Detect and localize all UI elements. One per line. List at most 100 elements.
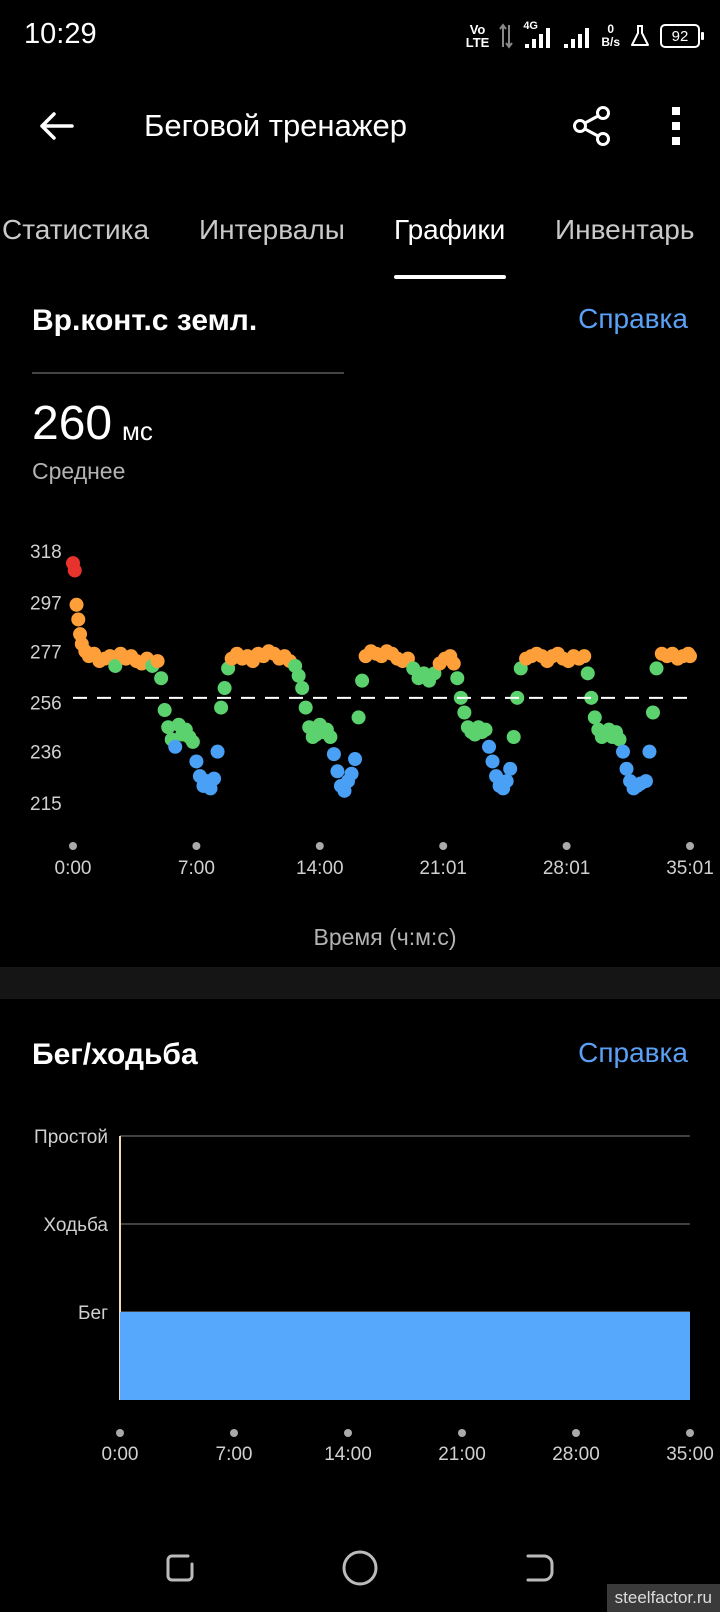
gct-x-tick-dot — [562, 842, 571, 850]
gct-data-point — [351, 710, 366, 725]
battery-icon: 92 — [660, 24, 704, 48]
back-button[interactable] — [30, 100, 82, 152]
gct-data-point — [344, 766, 359, 781]
recents-icon — [166, 1554, 194, 1582]
gct-section-title: Вр.конт.с земл. — [32, 304, 258, 337]
divider — [32, 372, 344, 374]
gct-data-point — [217, 681, 232, 696]
nav-home-button[interactable] — [332, 1546, 388, 1590]
gct-y-tick-label: 256 — [30, 694, 62, 715]
rw-x-tick-dot — [230, 1429, 238, 1437]
gct-data-point — [154, 671, 169, 686]
flask-icon — [631, 25, 649, 46]
gct-data-point — [168, 739, 183, 754]
run-walk-chart: Простой Ходьба Бег 0:00 7:00 14:00 21:00 28:00 3… — [34, 1127, 714, 1465]
page-title: Беговой тренажер — [144, 108, 408, 143]
gct-data-point — [638, 774, 653, 789]
gct-data-point — [326, 747, 341, 762]
gct-data-point — [69, 597, 84, 612]
rw-x-tick-label: 0:00 — [102, 1444, 139, 1465]
rw-section-title: Бег/ходьба — [32, 1038, 198, 1071]
gct-x-tick-dot — [192, 842, 201, 850]
gct-data-point — [642, 744, 657, 759]
rw-x-tick-dot — [686, 1429, 694, 1437]
rw-x-tick-dot — [116, 1429, 124, 1437]
arrow-left-icon — [40, 112, 74, 140]
nav-recents-button[interactable] — [152, 1546, 208, 1590]
tab-intervals[interactable]: Интервалы — [199, 214, 345, 245]
rw-x-tick-label: 35:00 — [666, 1444, 714, 1465]
gct-x-tick-dot — [439, 842, 448, 850]
rw-x-tick-label: 14:00 — [324, 1444, 372, 1465]
gct-data-point — [649, 661, 664, 676]
nav-back-icon — [526, 1554, 554, 1582]
gct-y-tick-label: 277 — [30, 642, 62, 663]
gct-help-link[interactable]: Справка — [578, 303, 688, 334]
gct-data-point — [616, 744, 631, 759]
network-type: 4G — [523, 20, 538, 32]
more-vertical-icon — [672, 107, 680, 145]
gct-data-point — [295, 681, 310, 696]
gct-data-point — [157, 703, 172, 718]
tab-charts[interactable]: Графики — [394, 214, 506, 245]
average-label: Среднее — [32, 458, 126, 484]
gct-x-tick-dot — [315, 842, 324, 850]
gct-data-point — [67, 563, 82, 578]
gct-data-point — [348, 752, 363, 767]
gct-data-point — [298, 700, 313, 715]
gct-data-point — [150, 654, 165, 669]
gct-data-point — [323, 729, 338, 744]
gct-data-point — [503, 761, 518, 776]
status-time: 10:29 — [24, 18, 97, 50]
rw-x-tick-dot — [458, 1429, 466, 1437]
gct-data-point — [457, 705, 472, 720]
gct-y-tick-label: 318 — [30, 542, 62, 563]
rw-x-tick-label: 21:00 — [438, 1444, 486, 1465]
tab-equipment[interactable]: Инвентарь — [555, 214, 695, 245]
gct-data-point — [210, 744, 225, 759]
gct-data-point — [580, 666, 595, 681]
rw-y-category-label: Бег — [78, 1303, 108, 1324]
more-options-button[interactable] — [656, 100, 696, 152]
gct-data-point — [355, 673, 370, 688]
gct-data-point — [683, 649, 697, 664]
rw-y-category-label: Ходьба — [43, 1215, 108, 1236]
volte-line1: Vo — [469, 22, 486, 37]
rw-x-tick-dot — [572, 1429, 580, 1437]
rw-y-category-label: Простой — [34, 1127, 108, 1148]
gct-data-point — [577, 649, 592, 664]
gct-x-axis-label: Время (ч:м:с) — [313, 924, 457, 950]
ground-contact-chart: 318 297 277 256 236 215 0:00 7:00 14:00 21:01 28:0… — [30, 542, 714, 879]
gct-data-point — [189, 754, 204, 769]
tab-statistics[interactable]: Статистика — [2, 214, 150, 245]
section-separator — [0, 967, 720, 999]
gct-x-tick-label: 14:00 — [296, 858, 344, 879]
gct-data-point — [71, 612, 86, 627]
gct-x-tick-dot — [686, 842, 694, 850]
data-arrows-icon — [499, 23, 514, 49]
tab-active-indicator — [394, 275, 506, 279]
gct-y-tick-label: 215 — [30, 794, 62, 815]
gct-data-point — [214, 700, 229, 715]
gct-data-point — [108, 658, 123, 673]
gct-data-point — [485, 754, 500, 769]
gct-x-tick-label: 35:01 — [666, 858, 714, 879]
gct-data-point — [450, 671, 465, 686]
net-speed-unit: B/s — [601, 35, 620, 49]
gct-data-point — [612, 732, 627, 747]
home-circle-icon — [342, 1550, 378, 1586]
gct-y-tick-label: 297 — [30, 593, 62, 614]
gct-data-point — [499, 774, 514, 789]
rw-help-link[interactable]: Справка — [578, 1037, 688, 1068]
net-speed-value: 0 — [607, 22, 614, 36]
nav-back-button[interactable] — [512, 1546, 568, 1590]
net-speed: 0 B/s — [601, 23, 620, 49]
gct-data-point — [185, 734, 200, 749]
volte-icon: Vo LTE — [466, 23, 490, 49]
share-button[interactable] — [566, 100, 618, 152]
gct-x-tick-dot — [69, 842, 77, 850]
gct-data-point — [506, 729, 521, 744]
gct-x-tick-label: 21:01 — [419, 858, 467, 879]
rw-x-tick-dot — [344, 1429, 352, 1437]
gct-data-point — [291, 668, 306, 683]
